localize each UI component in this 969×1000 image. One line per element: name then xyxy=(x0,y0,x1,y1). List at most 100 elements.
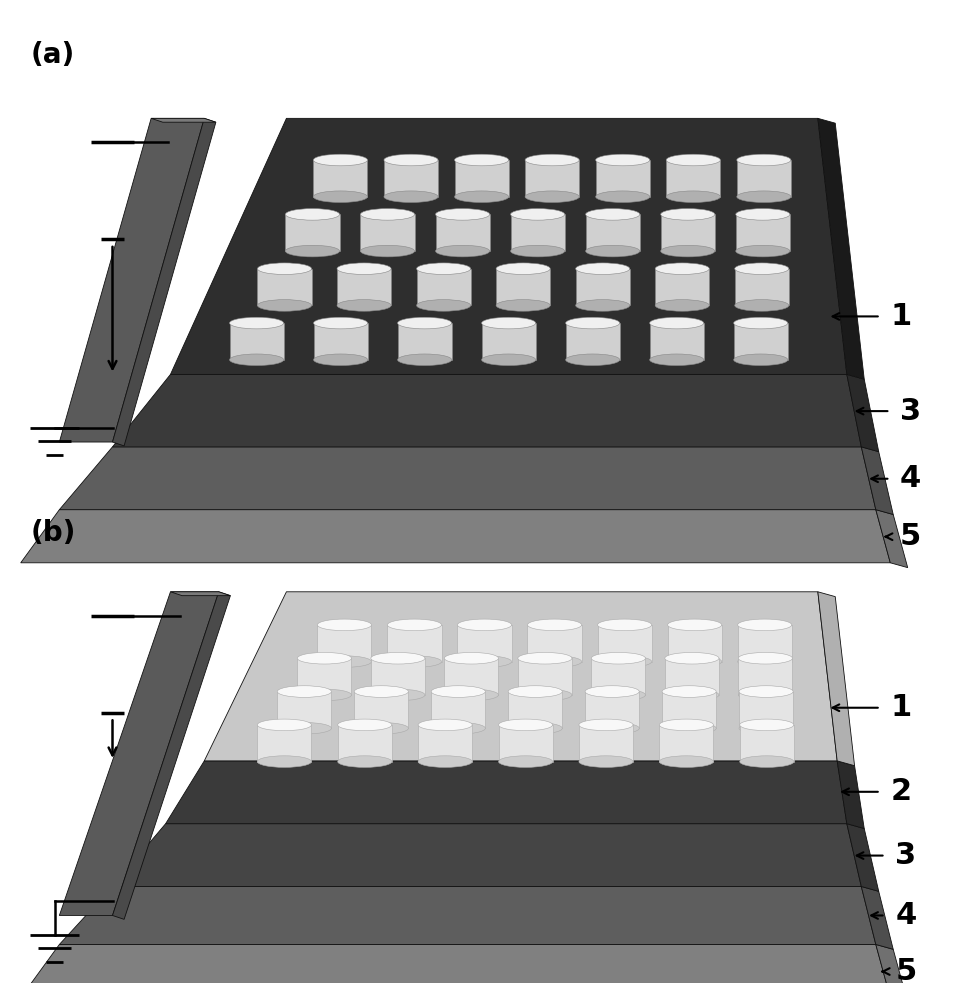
Polygon shape xyxy=(337,269,391,305)
Ellipse shape xyxy=(511,209,565,220)
Polygon shape xyxy=(659,725,713,762)
Ellipse shape xyxy=(258,300,312,311)
Ellipse shape xyxy=(355,722,408,734)
Polygon shape xyxy=(662,692,716,728)
Ellipse shape xyxy=(431,722,485,734)
Ellipse shape xyxy=(527,656,581,667)
Ellipse shape xyxy=(736,154,791,166)
Ellipse shape xyxy=(665,689,719,701)
Polygon shape xyxy=(397,323,452,360)
Ellipse shape xyxy=(313,191,367,203)
Ellipse shape xyxy=(508,722,562,734)
Ellipse shape xyxy=(496,300,550,311)
Ellipse shape xyxy=(286,245,339,257)
Polygon shape xyxy=(861,447,893,514)
Ellipse shape xyxy=(738,689,793,701)
Ellipse shape xyxy=(735,245,790,257)
Ellipse shape xyxy=(737,656,792,667)
Polygon shape xyxy=(388,625,442,662)
Ellipse shape xyxy=(317,619,371,631)
Polygon shape xyxy=(837,761,864,829)
Ellipse shape xyxy=(598,656,652,667)
Polygon shape xyxy=(818,592,855,766)
Ellipse shape xyxy=(585,686,640,697)
Polygon shape xyxy=(847,374,879,452)
Ellipse shape xyxy=(388,619,442,631)
Ellipse shape xyxy=(511,245,565,257)
Polygon shape xyxy=(112,824,861,886)
Ellipse shape xyxy=(258,263,312,275)
Polygon shape xyxy=(566,323,620,360)
Ellipse shape xyxy=(735,263,789,275)
Ellipse shape xyxy=(585,722,640,734)
Polygon shape xyxy=(317,625,371,662)
Ellipse shape xyxy=(314,317,367,329)
Ellipse shape xyxy=(418,719,472,731)
Ellipse shape xyxy=(661,245,715,257)
Polygon shape xyxy=(166,761,847,824)
Polygon shape xyxy=(171,118,847,374)
Polygon shape xyxy=(204,592,837,761)
Polygon shape xyxy=(665,658,719,695)
Ellipse shape xyxy=(454,191,509,203)
Ellipse shape xyxy=(277,686,331,697)
Ellipse shape xyxy=(576,263,630,275)
Polygon shape xyxy=(876,944,908,1000)
Polygon shape xyxy=(496,269,550,305)
Polygon shape xyxy=(598,625,652,662)
Ellipse shape xyxy=(596,154,650,166)
Ellipse shape xyxy=(338,756,391,767)
Polygon shape xyxy=(735,269,789,305)
Ellipse shape xyxy=(525,154,579,166)
Ellipse shape xyxy=(576,300,630,311)
Polygon shape xyxy=(508,692,562,728)
Polygon shape xyxy=(59,118,204,442)
Ellipse shape xyxy=(338,719,391,731)
Polygon shape xyxy=(277,692,331,728)
Ellipse shape xyxy=(297,689,352,701)
Ellipse shape xyxy=(668,619,722,631)
Polygon shape xyxy=(668,625,722,662)
Polygon shape xyxy=(498,725,552,762)
Polygon shape xyxy=(511,214,565,251)
Text: 4: 4 xyxy=(900,464,922,493)
Polygon shape xyxy=(818,118,864,379)
Ellipse shape xyxy=(457,656,512,667)
Polygon shape xyxy=(667,160,720,197)
Polygon shape xyxy=(371,658,425,695)
Polygon shape xyxy=(20,944,891,998)
Ellipse shape xyxy=(482,354,536,366)
Ellipse shape xyxy=(397,317,452,329)
Polygon shape xyxy=(739,725,794,762)
Polygon shape xyxy=(112,118,216,446)
Polygon shape xyxy=(482,323,536,360)
Ellipse shape xyxy=(734,317,788,329)
Polygon shape xyxy=(735,214,790,251)
Polygon shape xyxy=(738,658,793,695)
Polygon shape xyxy=(230,323,284,360)
Ellipse shape xyxy=(662,722,716,734)
Ellipse shape xyxy=(517,689,572,701)
Ellipse shape xyxy=(360,209,415,220)
Polygon shape xyxy=(297,658,352,695)
Polygon shape xyxy=(576,269,630,305)
Polygon shape xyxy=(591,658,645,695)
Text: 3: 3 xyxy=(900,397,922,426)
Ellipse shape xyxy=(662,686,716,697)
Polygon shape xyxy=(585,214,640,251)
Ellipse shape xyxy=(591,652,645,664)
Ellipse shape xyxy=(738,652,793,664)
Polygon shape xyxy=(59,886,876,944)
Ellipse shape xyxy=(665,652,719,664)
Ellipse shape xyxy=(317,656,371,667)
Ellipse shape xyxy=(388,656,442,667)
Polygon shape xyxy=(355,692,408,728)
Ellipse shape xyxy=(418,756,472,767)
Polygon shape xyxy=(578,725,633,762)
Ellipse shape xyxy=(482,317,536,329)
Polygon shape xyxy=(861,886,893,949)
Ellipse shape xyxy=(736,191,791,203)
Polygon shape xyxy=(649,323,703,360)
Polygon shape xyxy=(258,269,312,305)
Ellipse shape xyxy=(360,245,415,257)
